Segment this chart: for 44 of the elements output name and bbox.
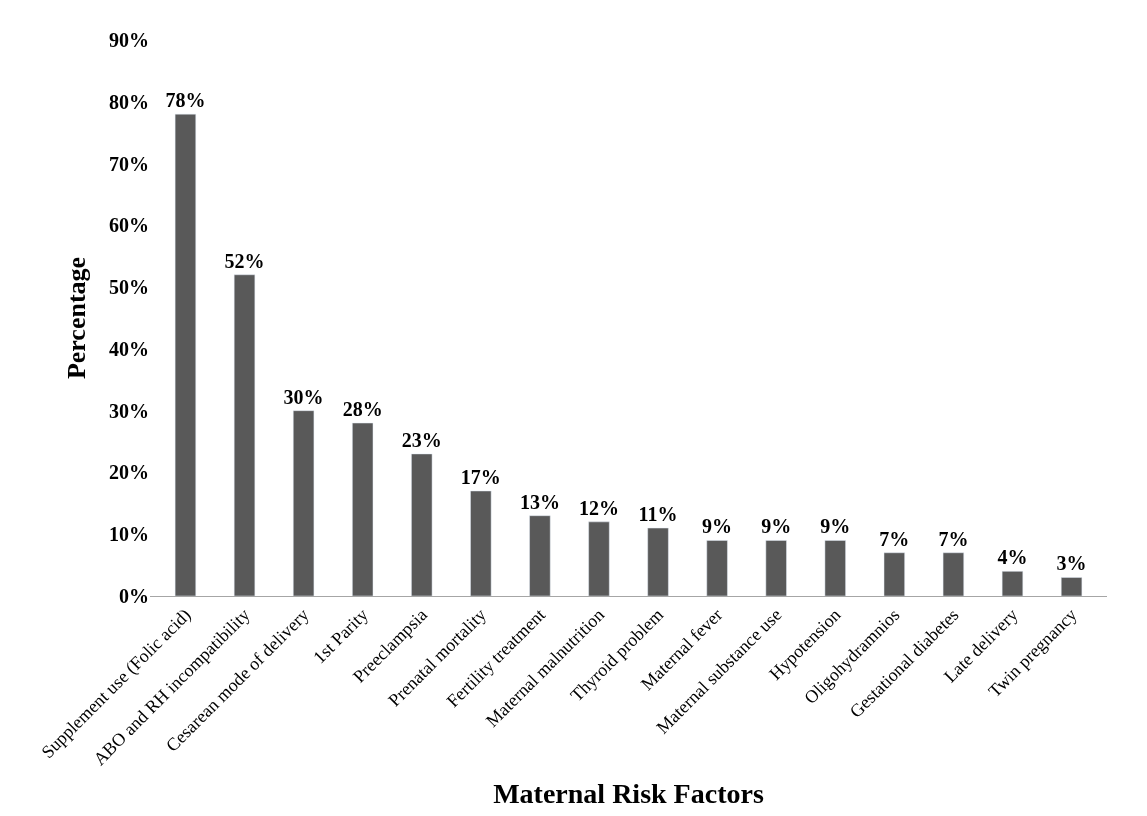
bar	[352, 422, 374, 596]
y-tick-label: 10%	[109, 523, 149, 546]
data-label: 4%	[997, 546, 1028, 569]
data-label: 13%	[519, 490, 560, 513]
bar	[1060, 577, 1083, 596]
bar	[293, 410, 315, 596]
bar	[942, 552, 964, 596]
data-label: 9%	[702, 515, 733, 538]
y-tick-label: 0%	[119, 585, 149, 607]
bar	[529, 515, 551, 596]
y-tick-label: 70%	[109, 152, 149, 175]
bar	[824, 540, 846, 596]
data-label: 9%	[820, 515, 851, 538]
bar	[883, 552, 905, 596]
y-tick-label: 90%	[109, 29, 149, 51]
data-label: 28%	[342, 398, 383, 421]
bar	[411, 453, 433, 596]
data-label: 11%	[638, 503, 678, 526]
data-label: 7%	[938, 527, 969, 550]
data-label: 9%	[761, 515, 792, 538]
bar	[1001, 571, 1024, 596]
data-label: 52%	[224, 249, 265, 272]
data-label: 23%	[401, 428, 442, 451]
data-label: 7%	[879, 527, 910, 550]
bar	[174, 113, 197, 596]
x-axis-title: Maternal Risk Factors	[493, 778, 764, 810]
data-label: 78%	[165, 89, 206, 112]
y-axis-title: Percentage	[62, 256, 92, 380]
bar	[588, 521, 610, 596]
bar	[765, 540, 787, 596]
data-label: 3%	[1056, 552, 1087, 575]
bar	[233, 274, 256, 596]
y-tick-label: 80%	[109, 90, 149, 113]
y-tick-label: 40%	[109, 337, 149, 360]
bar	[706, 540, 728, 596]
data-label: 30%	[283, 385, 324, 408]
data-label: 17%	[460, 465, 501, 488]
data-label: 12%	[578, 496, 619, 519]
bar	[470, 490, 492, 596]
y-tick-label: 50%	[109, 276, 149, 299]
bar	[647, 527, 669, 596]
y-tick-label: 30%	[109, 399, 149, 422]
y-tick-label: 20%	[109, 461, 149, 484]
y-tick-label: 60%	[109, 214, 149, 237]
